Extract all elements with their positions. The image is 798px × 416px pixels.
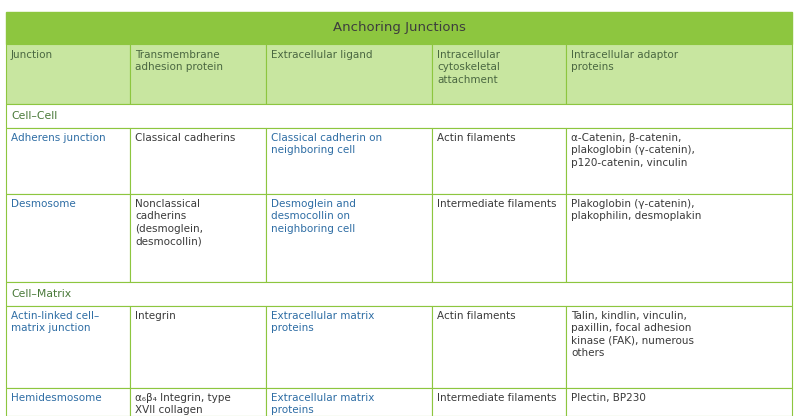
- Bar: [6, 282, 792, 306]
- Text: Actin filaments: Actin filaments: [437, 133, 516, 143]
- Bar: [566, 194, 792, 282]
- Bar: [6, 194, 130, 282]
- Bar: [266, 194, 432, 282]
- Text: Junction: Junction: [11, 50, 53, 60]
- Text: Plakoglobin (γ-catenin),
plakophilin, desmoplakin: Plakoglobin (γ-catenin), plakophilin, de…: [571, 199, 701, 221]
- Bar: [266, 44, 432, 104]
- Bar: [266, 306, 432, 388]
- Text: Plectin, BP230: Plectin, BP230: [571, 393, 646, 403]
- Text: α-Catenin, β-catenin,
plakoglobin (γ-catenin),
p120-catenin, vinculin: α-Catenin, β-catenin, plakoglobin (γ-cat…: [571, 133, 695, 168]
- Bar: [6, 12, 792, 44]
- Bar: [6, 128, 130, 194]
- Text: Classical cadherins: Classical cadherins: [135, 133, 235, 143]
- Bar: [266, 128, 432, 194]
- Text: Extracellular matrix
proteins: Extracellular matrix proteins: [271, 311, 374, 333]
- Text: Intracellular adaptor
proteins: Intracellular adaptor proteins: [571, 50, 678, 72]
- Bar: [6, 44, 130, 104]
- Bar: [130, 388, 266, 416]
- Bar: [432, 44, 566, 104]
- Text: Cell–Cell: Cell–Cell: [11, 111, 57, 121]
- Bar: [566, 128, 792, 194]
- Bar: [266, 388, 432, 416]
- Text: Transmembrane
adhesion protein: Transmembrane adhesion protein: [135, 50, 223, 72]
- Text: Extracellular ligand: Extracellular ligand: [271, 50, 373, 60]
- Bar: [432, 128, 566, 194]
- Bar: [130, 194, 266, 282]
- Text: Intermediate filaments: Intermediate filaments: [437, 393, 556, 403]
- Bar: [6, 104, 792, 128]
- Text: Hemidesmosome: Hemidesmosome: [11, 393, 101, 403]
- Bar: [566, 388, 792, 416]
- Bar: [566, 306, 792, 388]
- Text: Classical cadherin on
neighboring cell: Classical cadherin on neighboring cell: [271, 133, 382, 156]
- Bar: [130, 128, 266, 194]
- Bar: [6, 306, 130, 388]
- Text: α₆β₄ Integrin, type
XVII collagen: α₆β₄ Integrin, type XVII collagen: [135, 393, 231, 416]
- Text: Talin, kindlin, vinculin,
paxillin, focal adhesion
kinase (FAK), numerous
others: Talin, kindlin, vinculin, paxillin, foca…: [571, 311, 694, 358]
- Bar: [432, 388, 566, 416]
- Text: Adherens junction: Adherens junction: [11, 133, 105, 143]
- Text: Intermediate filaments: Intermediate filaments: [437, 199, 556, 209]
- Bar: [130, 44, 266, 104]
- Text: Cell–Matrix: Cell–Matrix: [11, 289, 71, 299]
- Bar: [432, 194, 566, 282]
- Text: Actin-linked cell–
matrix junction: Actin-linked cell– matrix junction: [11, 311, 99, 333]
- Text: Intracellular
cytoskeletal
attachment: Intracellular cytoskeletal attachment: [437, 50, 500, 85]
- Bar: [566, 44, 792, 104]
- Bar: [6, 388, 130, 416]
- Text: Desmosome: Desmosome: [11, 199, 76, 209]
- Bar: [432, 306, 566, 388]
- Text: Extracellular matrix
proteins: Extracellular matrix proteins: [271, 393, 374, 416]
- Text: Anchoring Junctions: Anchoring Junctions: [333, 22, 465, 35]
- Bar: [130, 306, 266, 388]
- Text: Nonclassical
cadherins
(desmoglein,
desmocollin): Nonclassical cadherins (desmoglein, desm…: [135, 199, 203, 246]
- Text: Desmoglein and
desmocollin on
neighboring cell: Desmoglein and desmocollin on neighborin…: [271, 199, 356, 234]
- Text: Actin filaments: Actin filaments: [437, 311, 516, 321]
- Text: Integrin: Integrin: [135, 311, 176, 321]
